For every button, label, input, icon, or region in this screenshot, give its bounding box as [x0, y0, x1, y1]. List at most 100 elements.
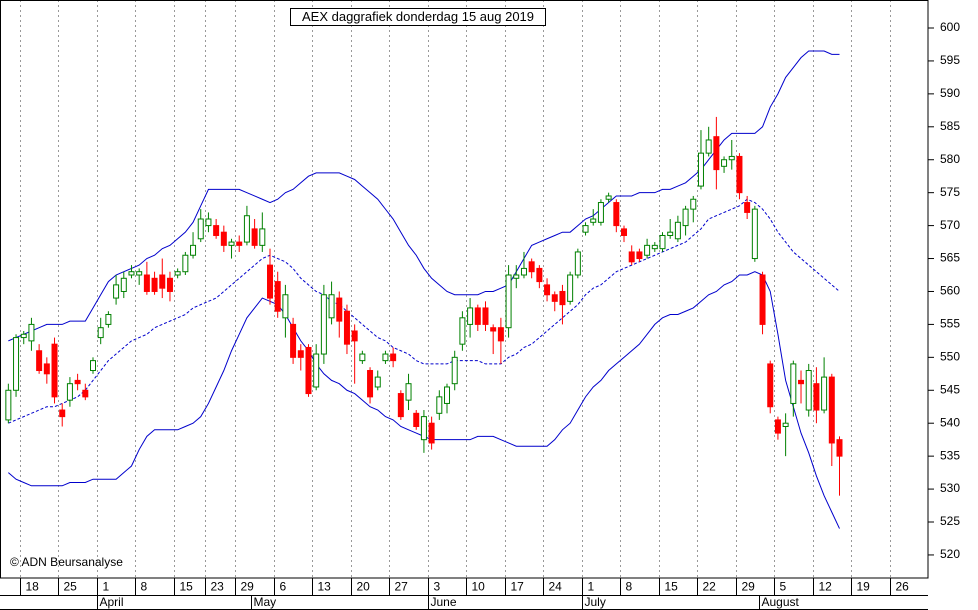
candle-body: [705, 139, 712, 154]
candle-body: [513, 274, 520, 279]
band-line: [8, 198, 840, 424]
candle-body: [320, 294, 327, 355]
month-label: April: [100, 595, 124, 609]
candle-body: [798, 379, 805, 385]
candle-body: [505, 274, 512, 329]
candle-body: [136, 271, 143, 276]
candle-body: [5, 389, 12, 421]
candle-body: [120, 277, 127, 292]
candle-body: [190, 244, 197, 256]
candle-body: [382, 353, 389, 362]
candle-body: [113, 284, 120, 299]
candle-body: [567, 274, 574, 302]
candle-body: [359, 353, 366, 362]
candle-body: [482, 307, 489, 325]
candle-body: [243, 215, 250, 243]
x-tick-label: 25: [64, 580, 78, 594]
candle-body: [428, 422, 435, 444]
candle-body: [43, 363, 50, 375]
candle-body: [205, 218, 212, 227]
candle-body: [782, 422, 789, 428]
candle-body: [621, 228, 628, 236]
plot-frame: [0, 0, 929, 579]
y-tick-label: 600: [940, 20, 960, 34]
x-tick-label: 1: [103, 580, 110, 594]
candle-layer: [5, 116, 843, 496]
x-tick-label: 29: [742, 580, 756, 594]
title-box: [290, 8, 546, 26]
candle-body: [590, 218, 597, 223]
candle-body: [28, 323, 35, 342]
candle-body: [536, 267, 543, 283]
candle-body: [328, 294, 335, 319]
y-tick-label: 520: [940, 547, 960, 561]
candle-body: [182, 254, 189, 273]
x-tick-label: 12: [819, 580, 833, 594]
candle-body: [813, 383, 820, 411]
candle-body: [274, 281, 281, 312]
y-tick-label: 575: [940, 185, 960, 199]
candle-body: [728, 155, 735, 161]
candle-body: [259, 228, 266, 246]
candle-body: [367, 370, 374, 398]
candle-body: [790, 363, 797, 404]
y-tick-label: 535: [940, 448, 960, 462]
candle-body: [228, 241, 235, 246]
candle-body: [497, 327, 504, 342]
candle-body: [13, 337, 20, 391]
candle-body: [290, 323, 297, 358]
annotation: © ADN Beursanalyse: [10, 555, 123, 569]
candle-body: [251, 228, 258, 246]
x-tick-label: 6: [280, 580, 287, 594]
candle-body: [636, 251, 643, 260]
x-tick-label: 8: [141, 580, 148, 594]
x-tick-label: 22: [703, 580, 717, 594]
candle-body: [628, 251, 635, 263]
y-tick-label: 595: [940, 53, 960, 67]
candle-body: [213, 225, 220, 236]
chart-title: AEX daggrafiek donderdag 15 aug 2019: [302, 9, 534, 24]
candle-body: [305, 346, 312, 395]
candle-body: [713, 136, 720, 171]
candle-body: [559, 290, 566, 306]
x-tick-label: 24: [549, 580, 563, 594]
y-tick-label: 565: [940, 251, 960, 265]
candle-body: [166, 277, 173, 292]
candle-body: [574, 251, 581, 276]
x-tick-label: 20: [357, 580, 371, 594]
x-tick-label: 19: [857, 580, 871, 594]
candle-body: [220, 231, 227, 246]
candle-body: [674, 221, 681, 240]
candle-body: [520, 267, 527, 276]
candle-body: [143, 274, 150, 292]
candle-body: [282, 294, 289, 319]
candle-body: [82, 389, 89, 398]
candle-body: [805, 370, 812, 411]
candle-body: [351, 330, 358, 342]
candle-body: [297, 350, 304, 358]
candle-body: [236, 241, 243, 246]
candle-body: [90, 360, 97, 372]
candle-body: [436, 396, 443, 414]
candle-body: [459, 317, 466, 345]
candle-body: [128, 271, 135, 276]
month-label: August: [762, 595, 800, 609]
candle-body: [105, 314, 112, 325]
y-tick-label: 560: [940, 284, 960, 298]
y-tick-label: 525: [940, 514, 960, 528]
candle-body: [605, 195, 612, 200]
candle-body: [651, 244, 658, 250]
candle-body: [420, 416, 427, 441]
candle-body: [374, 376, 381, 388]
candle-body: [759, 274, 766, 325]
candle-body: [159, 274, 166, 289]
candle-body: [59, 409, 66, 418]
y-tick-label: 585: [940, 119, 960, 133]
candle-body: [405, 383, 412, 401]
candle-body: [397, 393, 404, 418]
candle-body: [36, 350, 43, 372]
candle-body: [490, 327, 497, 332]
month-label: June: [431, 595, 457, 609]
candle-body: [20, 333, 27, 339]
